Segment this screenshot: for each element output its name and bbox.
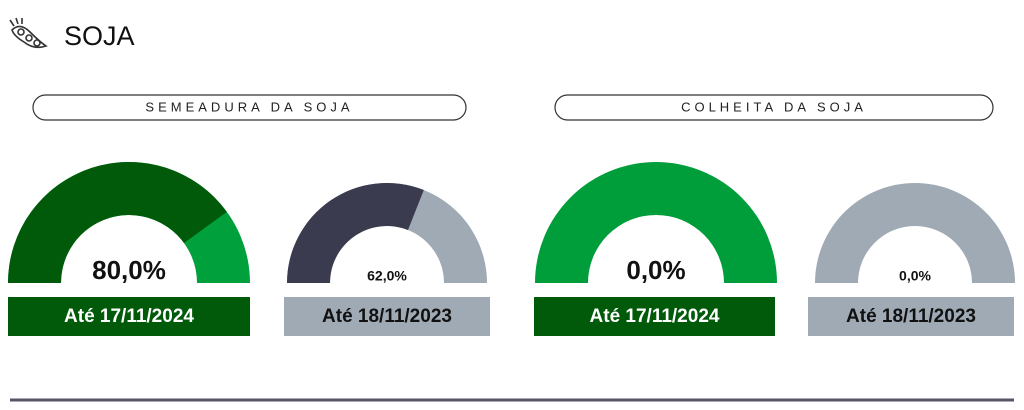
caption-box <box>8 297 250 336</box>
gauge-caption: Até 17/11/2024 <box>590 306 720 327</box>
gauge-caption: Até 18/11/2023 <box>322 306 452 327</box>
gauge-value-label: 62,0% <box>367 268 407 284</box>
soy-icon <box>9 17 48 49</box>
caption-box <box>808 297 1014 336</box>
gauge-value <box>287 183 424 283</box>
caption-box <box>284 297 490 336</box>
gauge-value-label: 80,0% <box>92 255 166 285</box>
section-pill <box>32 94 467 121</box>
gauge-caption: Até 17/11/2024 <box>64 306 194 327</box>
page-title: SOJA <box>64 21 135 51</box>
section-title: SEMEADURA DA SOJA <box>145 99 353 114</box>
section-title: COLHEITA DA SOJA <box>681 99 867 114</box>
gauge-caption: Até 18/11/2023 <box>846 306 976 327</box>
gauge-value <box>8 162 227 283</box>
caption-box <box>534 297 775 336</box>
gauge-track <box>815 183 1015 283</box>
section-pill <box>554 94 994 121</box>
gauge-value-label: 0,0% <box>899 268 931 284</box>
gauge-track <box>535 162 777 283</box>
gauge-value-label: 0,0% <box>626 255 685 285</box>
